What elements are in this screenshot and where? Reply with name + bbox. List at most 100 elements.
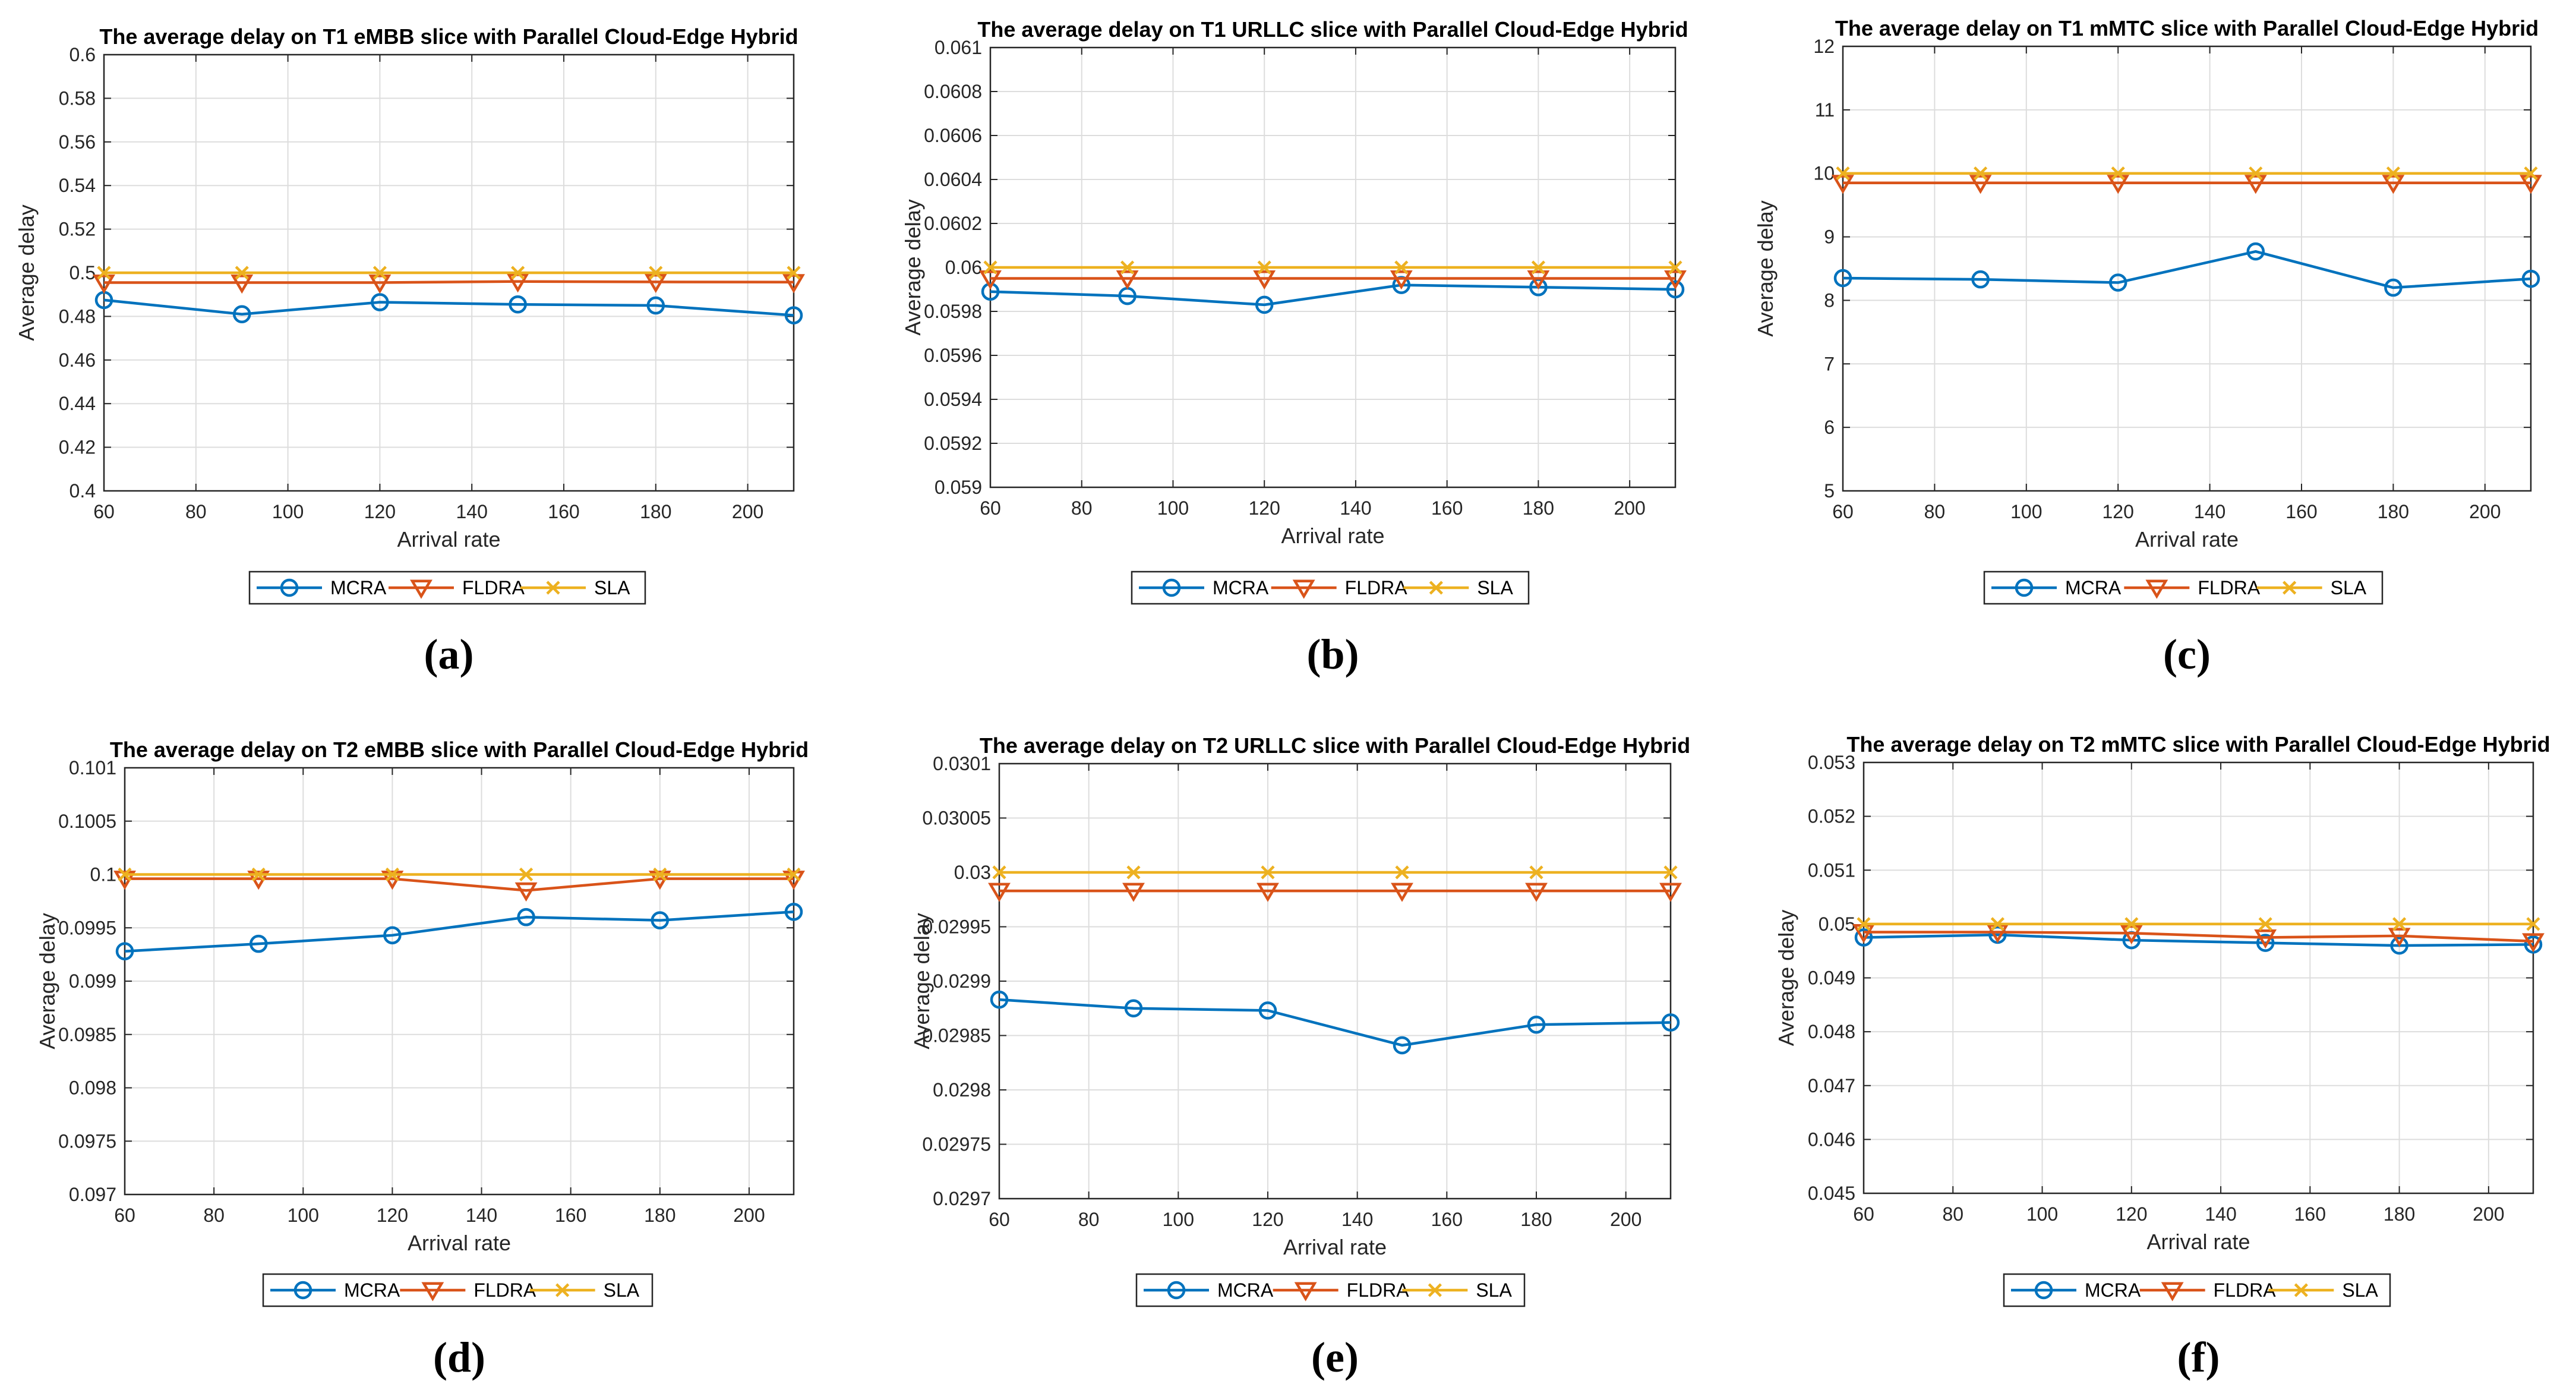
y-tick-label: 0.44 [59, 393, 96, 414]
data-point-fldra [1525, 882, 1548, 902]
series-line-mcra [990, 283, 1676, 307]
data-point-sla [2249, 166, 2263, 181]
legend-label-fldra: FLDRA [1345, 577, 1408, 598]
legend-label-mcra: MCRA [330, 577, 387, 598]
legend-marker-mcra [1167, 1281, 1186, 1300]
legend-label-mcra: MCRA [1217, 1279, 1274, 1301]
x-tick-label: 140 [456, 501, 488, 522]
x-tick-label: 160 [2294, 1203, 2326, 1225]
chart-title: The average delay on T2 URLLC slice with… [980, 733, 1690, 758]
legend-label-mcra: MCRA [344, 1279, 400, 1301]
data-point-fldra [368, 275, 392, 294]
x-tick-label: 80 [185, 501, 207, 522]
data-point-fldra [2120, 925, 2143, 944]
data-point-fldra [1253, 270, 1276, 290]
legend: MCRA FLDRA SLA [262, 1273, 654, 1307]
x-tick-label: 160 [2285, 501, 2317, 522]
data-point-mcra [383, 926, 402, 945]
x-tick-label: 140 [2194, 501, 2225, 522]
data-point-sla [2258, 917, 2272, 931]
data-point-mcra [1833, 269, 1852, 288]
data-point-mcra [784, 306, 803, 324]
legend: MCRA FLDRA SLA [248, 571, 646, 605]
data-point-sla [2524, 166, 2538, 181]
y-tick-label: 0.56 [59, 131, 96, 153]
data-point-sla [787, 266, 801, 280]
data-point-sla [1395, 865, 1409, 880]
y-axis-label: Average delay [1753, 200, 1778, 337]
y-tick-label: 6 [1824, 417, 1835, 438]
x-tick-label: 60 [1853, 1203, 1874, 1225]
chart-panel-6: 60 80 100 120 140 160 180 200 0.045 0.046 0.047 0.0… [1774, 732, 2550, 1381]
data-point-fldra [2244, 175, 2267, 194]
legend-label-fldra: FLDRA [462, 577, 525, 598]
series-line-mcra [124, 910, 794, 953]
x-tick-label: 60 [93, 501, 115, 522]
data-point-mcra [371, 293, 389, 311]
x-tick-label: 180 [1520, 1209, 1552, 1230]
y-tick-label: 0.047 [1808, 1075, 1855, 1096]
y-tick-label: 9 [1824, 226, 1835, 248]
x-axis-label: Arrival rate [1283, 1235, 1387, 1259]
y-tick-label: 0.061 [935, 37, 982, 58]
data-point-sla [787, 867, 801, 882]
data-point-sla [1261, 865, 1275, 880]
legend-marker-fldra [1292, 579, 1315, 599]
y-tick-label: 0.02995 [922, 916, 991, 938]
legend-marker-mcra [280, 578, 299, 597]
x-tick-label: 140 [2205, 1203, 2236, 1225]
x-tick-label: 80 [1924, 501, 1946, 522]
x-tick-label: 160 [1431, 1209, 1463, 1230]
series-line-fldra [125, 877, 794, 892]
y-tick-label: 0.0596 [924, 345, 982, 366]
x-tick-label: 200 [1614, 497, 1645, 519]
x-tick-label: 100 [288, 1205, 319, 1226]
x-tick-label: 60 [980, 497, 1001, 519]
legend-label-sla: SLA [1477, 577, 1513, 598]
data-point-sla [1857, 917, 1871, 931]
legend-marker-mcra [293, 1281, 312, 1300]
chart-title: The average delay on T2 mMTC slice with … [1846, 732, 2550, 757]
data-point-sla [1663, 865, 1678, 880]
data-point-sla [385, 867, 399, 882]
data-point-fldra [506, 273, 529, 293]
chart-title: The average delay on T1 mMTC slice with … [1835, 16, 2539, 40]
data-point-fldra [2382, 175, 2405, 194]
y-axis-label: Average delay [14, 204, 39, 341]
y-tick-label: 0.42 [59, 437, 96, 458]
x-tick-label: 100 [2026, 1203, 2058, 1225]
subfigure-caption: (d) [433, 1334, 485, 1381]
data-point-fldra [231, 275, 254, 294]
data-point-mcra [249, 934, 268, 953]
x-tick-label: 60 [989, 1209, 1010, 1230]
series-line-mcra [999, 998, 1671, 1047]
y-tick-label: 0.03005 [922, 808, 991, 829]
data-point-mcra [1661, 1013, 1680, 1032]
x-tick-label: 80 [203, 1205, 225, 1226]
x-tick-label: 200 [2473, 1203, 2504, 1225]
x-axis-label: Arrival rate [1281, 524, 1384, 548]
data-point-sla [1120, 260, 1135, 275]
x-tick-label: 160 [555, 1205, 586, 1226]
data-point-sla [992, 865, 1006, 880]
legend: MCRA FLDRA SLA [1983, 571, 2384, 605]
data-point-fldra [2522, 933, 2545, 953]
x-tick-label: 200 [733, 1205, 765, 1226]
x-tick-label: 120 [2116, 1203, 2147, 1225]
data-point-fldra [2107, 175, 2130, 194]
legend: MCRA FLDRA SLA [1131, 571, 1530, 605]
y-tick-label: 0.4 [70, 480, 96, 502]
x-tick-label: 60 [1832, 501, 1854, 522]
chart-panel-1: 60 80 100 120 140 160 180 200 0.4 0.42 0.44 0.46 0.4… [14, 24, 805, 678]
legend: MCRA FLDRA SLA [1135, 1273, 1526, 1307]
y-tick-label: 0.0995 [58, 917, 116, 938]
legend-label-fldra: FLDRA [1347, 1279, 1410, 1301]
y-tick-label: 0.05 [1819, 913, 1855, 935]
data-point-mcra [1124, 999, 1143, 1017]
x-tick-label: 180 [2378, 501, 2409, 522]
legend-label-sla: SLA [2331, 577, 2367, 598]
data-point-mcra [2390, 936, 2408, 955]
data-point-mcra [2521, 269, 2540, 288]
